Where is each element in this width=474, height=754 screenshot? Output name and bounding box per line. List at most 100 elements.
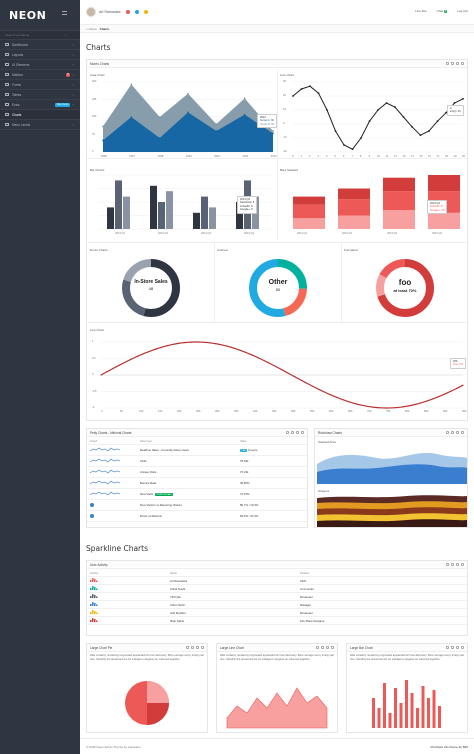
sidebar-badge: 8: [65, 72, 70, 77]
donut-label-1: Donut Charts: [90, 248, 108, 252]
live-site-link[interactable]: Live Site: [415, 9, 427, 13]
collapse-icon[interactable]: [191, 645, 194, 649]
line-tooltip: 9 sin(x): 15: [447, 105, 464, 116]
column-header: Data Type: [140, 440, 152, 443]
sidebar-search[interactable]: ⌕: [0, 30, 80, 40]
panel-heading: Large Chart Pie: [87, 644, 207, 652]
close-icon[interactable]: [301, 430, 304, 434]
sine-point: [341, 398, 343, 401]
area-point: [272, 132, 274, 135]
rickshaw-panel: Rickshaw Charts Stacked Area Streams: [314, 428, 468, 528]
data-type: New Visitors vs Returning Visitors: [140, 503, 240, 507]
area-point: [102, 139, 104, 142]
sine-point: [383, 407, 386, 409]
user-name[interactable]: Art Ramadani: [99, 10, 121, 14]
line-point: [377, 109, 379, 111]
collapse-icon[interactable]: [451, 562, 454, 566]
stacked-bar: [338, 188, 370, 200]
search-input[interactable]: [5, 33, 65, 37]
bar: [427, 698, 430, 728]
sine-point: [209, 342, 211, 344]
close-icon[interactable]: [461, 61, 464, 65]
stacked-bar: [338, 215, 370, 229]
close-icon[interactable]: [331, 645, 334, 649]
data-type: Visits: [140, 459, 240, 463]
sine-point: [323, 391, 325, 393]
bar: [236, 202, 243, 229]
bar: [166, 191, 173, 229]
sidebar-item[interactable]: Tables ›: [0, 90, 80, 100]
bag-icon: [5, 103, 9, 106]
tooltip-title: 2012: [260, 116, 266, 119]
sidebar-item[interactable]: Charts: [0, 110, 80, 120]
reload-icon[interactable]: [196, 645, 199, 649]
collapse-icon[interactable]: [451, 430, 454, 434]
logout-link[interactable]: Log Out: [457, 9, 468, 13]
area-point: [158, 137, 161, 139]
x-tick: 2013 Q1: [115, 232, 125, 235]
area-chart: [102, 81, 274, 153]
y-tick: -10: [283, 136, 287, 139]
reload-icon[interactable]: [296, 430, 299, 434]
user-name: Ardi Mushku: [170, 610, 186, 615]
tooltip-title: 300: [453, 360, 458, 363]
home-icon[interactable]: ⌂: [86, 26, 88, 31]
close-icon[interactable]: [461, 430, 464, 434]
reload-icon[interactable]: [326, 645, 329, 649]
area-point: [272, 130, 274, 132]
list-icon[interactable]: [144, 10, 149, 14]
sidebar-item[interactable]: Layouts ›: [0, 50, 80, 60]
data-type-label: Realtime Sales - Currently Active Users: [140, 448, 189, 452]
collapse-icon[interactable]: [451, 61, 454, 65]
search-icon[interactable]: ⌕: [65, 33, 67, 37]
gear-icon[interactable]: [446, 562, 449, 566]
collapse-icon[interactable]: [451, 645, 454, 649]
sine-point: [456, 387, 458, 389]
sidebar-item[interactable]: Extra New Items ›: [0, 100, 80, 110]
reload-icon[interactable]: [456, 430, 459, 434]
reload-icon[interactable]: [456, 61, 459, 65]
stacked-area-chart: [317, 452, 467, 484]
sine-chart: [100, 341, 464, 409]
value-label: 9 users: [248, 448, 258, 452]
gear-icon[interactable]: [446, 645, 449, 649]
value-label: 78.45k: [240, 459, 249, 463]
sidebar-item[interactable]: Dashboard ›: [0, 40, 80, 50]
purchase-link[interactable]: Purchase this theme for $25: [430, 744, 468, 749]
gear-icon[interactable]: [316, 645, 319, 649]
table-row: Direct vs Referral 66.6% / 33.4%: [87, 511, 307, 522]
gear-icon[interactable]: [446, 430, 449, 434]
avatar[interactable]: [86, 7, 96, 17]
chat-link[interactable]: Chat 3: [437, 9, 448, 13]
sine-point: [353, 402, 355, 405]
globe-icon[interactable]: [126, 10, 131, 14]
x-tick: 18: [445, 155, 448, 158]
sine-point: [245, 351, 247, 354]
x-tick: 2012: [270, 155, 277, 158]
breadcrumb-home[interactable]: Home: [88, 26, 97, 31]
collapse-icon[interactable]: [321, 645, 324, 649]
sidebar-item[interactable]: Mailbox 8 ›: [0, 70, 80, 80]
pie-slice: [147, 703, 169, 725]
table-row: Ilhan Nebiu Fire Place Designer: [87, 617, 467, 625]
gear-icon[interactable]: [286, 430, 289, 434]
gear-icon[interactable]: [186, 645, 189, 649]
main-content: Art Ramadani Live Site Chat 3 Log Out ⌂ H…: [80, 0, 474, 754]
table-row: New Visitors vs Returning Visitors 80.7% …: [87, 500, 307, 511]
sine-point: [130, 358, 132, 360]
reload-icon[interactable]: [456, 562, 459, 566]
data-type: Realtime Sales - Currently Active Users: [140, 448, 240, 452]
chevron-right-icon: ›: [72, 92, 74, 97]
sidebar-item[interactable]: UI Elements ›: [0, 60, 80, 70]
sine-point: [184, 341, 187, 344]
sidebar-item[interactable]: Forms ›: [0, 80, 80, 90]
gear-icon[interactable]: [446, 61, 449, 65]
menu-toggle-icon[interactable]: [62, 11, 67, 15]
collapse-icon[interactable]: [291, 430, 294, 434]
close-icon[interactable]: [461, 562, 464, 566]
close-icon[interactable]: [201, 645, 204, 649]
sidebar-item[interactable]: Menu Levels ›: [0, 120, 80, 130]
reload-icon[interactable]: [456, 645, 459, 649]
mail-icon[interactable]: [135, 10, 140, 14]
close-icon[interactable]: [461, 645, 464, 649]
